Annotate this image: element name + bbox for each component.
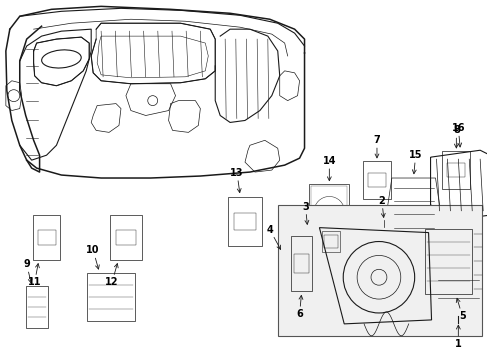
Bar [367, 227, 399, 268]
Bar [285, 233, 328, 272]
Bar [442, 151, 469, 189]
Bar [38, 230, 56, 246]
Bar [87, 273, 135, 321]
Text: 8: 8 [452, 125, 459, 148]
Bar [322, 231, 340, 252]
Text: 11: 11 [28, 264, 41, 287]
Text: 2: 2 [378, 196, 385, 217]
Bar [367, 174, 385, 186]
Text: 13: 13 [230, 168, 244, 193]
Bar [373, 240, 393, 255]
Bar [33, 215, 61, 260]
Bar [233, 213, 256, 230]
Text: 6: 6 [296, 296, 303, 319]
Bar [309, 184, 348, 239]
Bar [110, 215, 142, 260]
Bar [447, 163, 465, 177]
Bar [435, 262, 480, 316]
Text: 12: 12 [105, 264, 119, 287]
Bar [362, 161, 390, 199]
Text: 1: 1 [454, 325, 461, 349]
Text: 10: 10 [86, 246, 100, 269]
Text: 7: 7 [373, 135, 380, 158]
Bar [424, 229, 471, 294]
Text: 16: 16 [450, 123, 464, 147]
Text: 14: 14 [322, 156, 335, 181]
Bar [26, 286, 47, 328]
Text: 15: 15 [408, 150, 422, 174]
Bar [115, 230, 136, 246]
Text: 5: 5 [455, 298, 465, 321]
Text: 4: 4 [266, 225, 280, 249]
Text: 3: 3 [302, 202, 308, 224]
Bar [311, 186, 346, 237]
Text: 9: 9 [23, 259, 32, 283]
Bar [277, 205, 481, 336]
Bar [294, 254, 308, 273]
Bar [324, 235, 338, 248]
Bar [227, 197, 262, 247]
Bar [290, 236, 312, 291]
